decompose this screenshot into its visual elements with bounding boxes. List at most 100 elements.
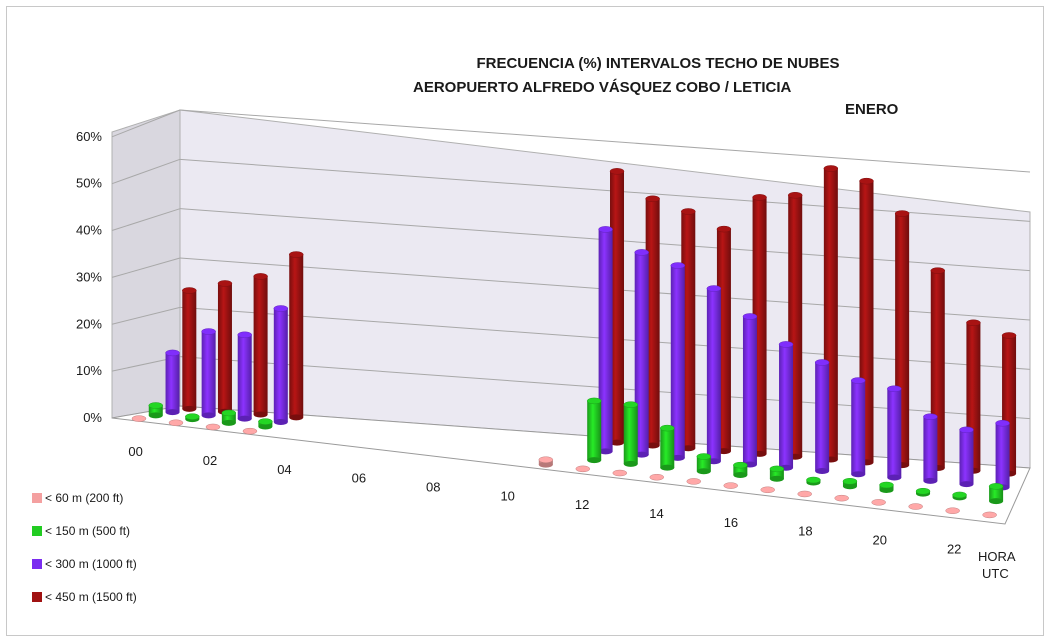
chart-legend: < 60 m (200 ft) < 150 m (500 ft) < 300 m (… bbox=[32, 491, 137, 604]
gridline bbox=[179, 109, 1031, 173]
bar bbox=[670, 262, 686, 461]
bar bbox=[686, 478, 702, 485]
bar bbox=[988, 483, 1004, 505]
gridline bbox=[179, 158, 1031, 222]
bar bbox=[923, 413, 938, 484]
bar bbox=[634, 249, 649, 458]
gridline bbox=[111, 208, 181, 232]
chart-title-month: ENERO bbox=[845, 101, 899, 118]
chart-bars bbox=[131, 165, 1017, 519]
y-tick-label: 0% bbox=[83, 410, 102, 425]
bar bbox=[908, 503, 923, 510]
bar bbox=[586, 397, 602, 464]
bar bbox=[696, 453, 712, 475]
bar bbox=[609, 168, 625, 446]
bar bbox=[598, 226, 613, 455]
bar bbox=[915, 487, 931, 497]
bar bbox=[842, 478, 858, 490]
bar bbox=[221, 409, 237, 426]
bar bbox=[253, 273, 268, 418]
bar bbox=[612, 469, 628, 477]
bar bbox=[168, 419, 184, 427]
legend-swatch bbox=[32, 559, 42, 569]
x-axis-ticks: 00 02 04 06 08 10 12 14 16 18 20 22 bbox=[128, 444, 961, 556]
bar bbox=[760, 486, 775, 494]
gridline bbox=[111, 306, 181, 325]
x-tick-label: 00 bbox=[128, 444, 142, 459]
legend-entry: < 450 m (1500 ft) bbox=[45, 590, 137, 604]
x-tick-label: 02 bbox=[203, 453, 217, 468]
y-tick-label: 40% bbox=[76, 223, 102, 238]
bar bbox=[982, 511, 997, 519]
bar bbox=[769, 465, 785, 482]
y-tick-label: 10% bbox=[76, 363, 102, 378]
bar bbox=[850, 377, 866, 478]
bar bbox=[778, 341, 794, 471]
bar bbox=[575, 465, 591, 473]
bar bbox=[217, 280, 233, 415]
bar bbox=[242, 427, 258, 435]
gridline bbox=[111, 257, 181, 278]
bar bbox=[165, 349, 180, 416]
y-axis-ticks: 0% 10% 20% 30% 40% 50% 60% bbox=[76, 129, 102, 425]
legend-swatch bbox=[32, 526, 42, 536]
bar bbox=[237, 331, 252, 422]
x-tick-label: 14 bbox=[649, 506, 663, 521]
x-tick-label: 16 bbox=[724, 515, 738, 530]
bar bbox=[814, 359, 830, 475]
bar bbox=[201, 328, 216, 419]
x-tick-label: 08 bbox=[426, 480, 440, 495]
bar bbox=[645, 195, 660, 449]
bar bbox=[995, 419, 1010, 491]
bar bbox=[660, 424, 675, 471]
chart-title-line2: AEROPUERTO ALFREDO VÁSQUEZ COBO / LETICI… bbox=[413, 79, 792, 96]
bar bbox=[887, 385, 902, 481]
bar bbox=[273, 305, 289, 425]
bar bbox=[623, 401, 638, 467]
bar bbox=[797, 490, 812, 498]
bar bbox=[182, 287, 197, 412]
bar bbox=[879, 481, 894, 493]
legend-swatch bbox=[32, 592, 42, 602]
bar bbox=[258, 418, 273, 430]
bar bbox=[871, 499, 886, 506]
bar bbox=[733, 461, 748, 479]
chart-title-line1: FRECUENCIA (%) INTERVALOS TECHO DE NUBES bbox=[476, 55, 839, 72]
bar bbox=[945, 507, 960, 514]
x-tick-label: 12 bbox=[575, 497, 589, 512]
bar bbox=[288, 251, 304, 421]
bar bbox=[131, 415, 147, 422]
legend-entry: < 150 m (500 ft) bbox=[45, 524, 130, 538]
bar bbox=[185, 413, 200, 423]
legend-entry: < 60 m (200 ft) bbox=[45, 491, 123, 505]
y-tick-label: 30% bbox=[76, 269, 102, 284]
bar bbox=[538, 456, 554, 468]
x-tick-label: 18 bbox=[798, 524, 812, 539]
x-tick-label: 04 bbox=[277, 462, 291, 477]
bar bbox=[959, 426, 974, 488]
bar bbox=[148, 402, 164, 419]
bar bbox=[681, 208, 696, 452]
bar bbox=[834, 494, 849, 502]
bar bbox=[649, 473, 665, 481]
gridline bbox=[111, 109, 181, 138]
x-tick-label: 20 bbox=[873, 533, 887, 548]
bar bbox=[205, 423, 221, 431]
x-tick-label: 06 bbox=[352, 471, 366, 486]
y-tick-label: 60% bbox=[76, 129, 102, 144]
bar bbox=[806, 476, 821, 486]
bar bbox=[952, 491, 967, 501]
bar bbox=[723, 482, 738, 489]
y-tick-label: 20% bbox=[76, 316, 102, 331]
bar bbox=[706, 285, 722, 465]
x-tick-label: 10 bbox=[500, 488, 514, 503]
x-tick-label: 22 bbox=[947, 541, 961, 556]
legend-entry: < 300 m (1000 ft) bbox=[45, 557, 137, 571]
y-tick-label: 50% bbox=[76, 176, 102, 191]
x-axis-label-line1: HORA bbox=[978, 549, 1016, 564]
x-axis-label-line2: UTC bbox=[982, 566, 1009, 581]
legend-swatch bbox=[32, 493, 42, 503]
bar bbox=[742, 313, 758, 468]
gridline bbox=[111, 158, 181, 185]
